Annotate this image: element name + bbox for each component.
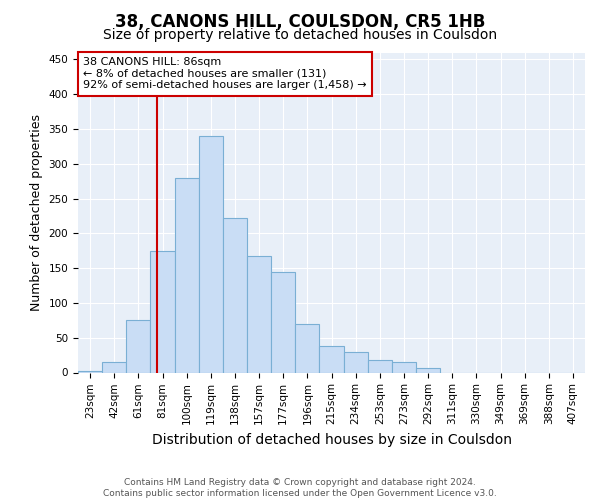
Text: 38, CANONS HILL, COULSDON, CR5 1HB: 38, CANONS HILL, COULSDON, CR5 1HB — [115, 12, 485, 30]
Text: Contains HM Land Registry data © Crown copyright and database right 2024.
Contai: Contains HM Land Registry data © Crown c… — [103, 478, 497, 498]
Bar — [175, 178, 199, 372]
Bar — [344, 352, 368, 372]
Text: 38 CANONS HILL: 86sqm
← 8% of detached houses are smaller (131)
92% of semi-deta: 38 CANONS HILL: 86sqm ← 8% of detached h… — [83, 58, 367, 90]
Bar — [368, 360, 392, 372]
Bar — [151, 251, 175, 372]
Bar — [247, 256, 271, 372]
Bar — [223, 218, 247, 372]
X-axis label: Distribution of detached houses by size in Coulsdon: Distribution of detached houses by size … — [151, 432, 511, 446]
Y-axis label: Number of detached properties: Number of detached properties — [30, 114, 43, 311]
Bar — [416, 368, 440, 372]
Text: Size of property relative to detached houses in Coulsdon: Size of property relative to detached ho… — [103, 28, 497, 42]
Bar — [319, 346, 344, 372]
Bar — [392, 362, 416, 372]
Bar — [271, 272, 295, 372]
Bar — [102, 362, 126, 372]
Bar — [78, 371, 102, 372]
Bar — [126, 320, 151, 372]
Bar — [199, 136, 223, 372]
Bar — [295, 324, 319, 372]
